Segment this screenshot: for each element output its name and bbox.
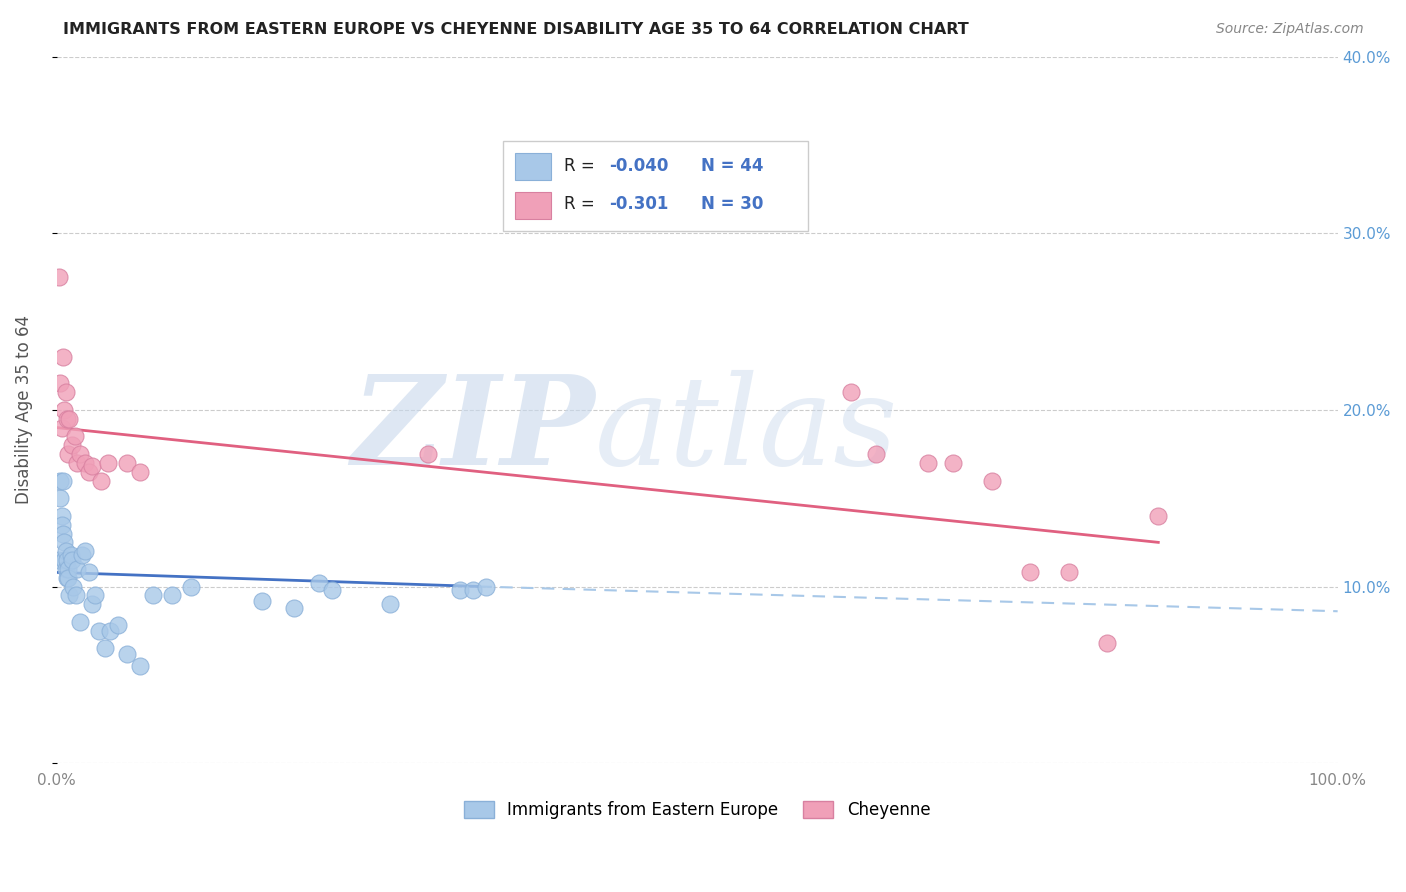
Point (917, 456, 939, 470)
Bar (515, 193, 551, 219)
Point (49, 474, 72, 488)
Point (49, 491, 72, 506)
Point (128, 659, 150, 673)
Point (115, 456, 138, 470)
Point (65, 588, 87, 602)
Text: -0.040: -0.040 (609, 157, 669, 175)
Point (461, 582, 484, 597)
Point (1095, 636, 1118, 650)
Point (77, 465, 100, 479)
Point (66, 562, 89, 576)
Point (56, 553, 79, 567)
Text: Source: ZipAtlas.com: Source: ZipAtlas.com (1216, 22, 1364, 37)
Text: N = 44: N = 44 (702, 157, 763, 175)
Point (308, 576, 330, 591)
Point (69, 615, 91, 629)
Point (90, 474, 112, 488)
Point (94, 641, 117, 656)
Y-axis label: Disability Age 35 to 64: Disability Age 35 to 64 (15, 316, 32, 504)
Text: ZIP: ZIP (352, 370, 595, 491)
Point (60, 438, 83, 452)
Point (321, 582, 343, 597)
Point (51, 517, 73, 532)
Point (1057, 566, 1080, 580)
Point (62, 580, 84, 594)
Point (56, 411, 79, 425)
Point (77, 566, 100, 580)
Point (59, 548, 82, 562)
Point (56, 447, 79, 461)
Point (82, 597, 104, 611)
Point (55, 385, 77, 400)
Point (865, 447, 887, 461)
Point (58, 411, 80, 425)
Point (839, 385, 862, 400)
Point (416, 447, 439, 461)
Point (48, 270, 70, 285)
Point (82, 459, 104, 474)
Point (378, 597, 401, 611)
Point (160, 588, 183, 602)
Point (97, 456, 120, 470)
Point (60, 553, 83, 567)
Text: -0.301: -0.301 (609, 195, 669, 213)
Point (142, 588, 165, 602)
Text: R =: R = (564, 157, 600, 175)
Point (449, 582, 471, 597)
Legend: Immigrants from Eastern Europe, Cheyenne: Immigrants from Eastern Europe, Cheyenne (457, 794, 936, 825)
Text: N = 30: N = 30 (702, 195, 763, 213)
Point (53, 403, 76, 417)
Point (1019, 566, 1042, 580)
Point (180, 580, 202, 594)
Point (128, 465, 150, 479)
Point (115, 647, 138, 661)
Point (49, 376, 72, 391)
Point (56, 571, 79, 585)
Text: IMMIGRANTS FROM EASTERN EUROPE VS CHEYENNE DISABILITY AGE 35 TO 64 CORRELATION C: IMMIGRANTS FROM EASTERN EUROPE VS CHEYEN… (63, 22, 969, 37)
Point (48, 553, 70, 567)
Point (58, 588, 80, 602)
Text: atlas: atlas (595, 370, 898, 491)
Point (250, 593, 273, 607)
FancyBboxPatch shape (503, 142, 808, 231)
Point (53, 553, 76, 567)
Point (100, 624, 122, 638)
Point (70, 548, 93, 562)
Point (55, 562, 77, 576)
Point (63, 429, 86, 443)
Point (52, 474, 75, 488)
Point (942, 456, 965, 470)
Bar (515, 153, 551, 180)
Point (73, 456, 96, 470)
Point (283, 600, 305, 615)
Point (52, 350, 75, 364)
Point (69, 447, 91, 461)
Text: R =: R = (564, 195, 605, 213)
Point (52, 526, 75, 541)
Point (1147, 508, 1170, 523)
Point (474, 580, 496, 594)
Point (55, 544, 77, 558)
Point (51, 508, 73, 523)
Point (53, 535, 76, 549)
Point (980, 474, 1002, 488)
Point (66, 456, 89, 470)
Point (73, 544, 96, 558)
Point (56, 571, 79, 585)
Point (87, 624, 110, 638)
Point (56, 562, 79, 576)
Point (107, 618, 129, 632)
Point (84, 588, 107, 602)
Point (51, 420, 73, 434)
